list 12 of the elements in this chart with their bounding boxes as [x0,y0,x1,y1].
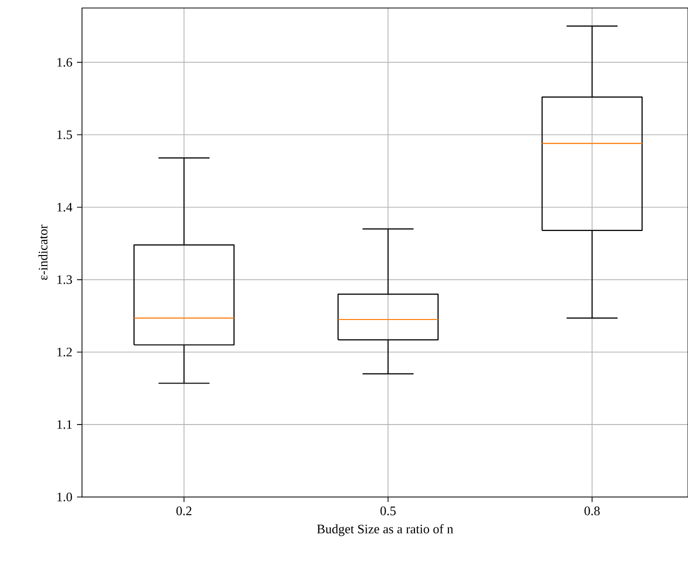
y-tick-label: 1.4 [57,202,72,212]
y-axis-title: ε-indicator [38,224,48,280]
y-tick-label: 1.2 [57,348,72,356]
x-tick-label: 0.2 [176,506,192,516]
y-tick-label: 1.1 [57,420,72,429]
x-tick-label: 0.5 [380,506,396,516]
y-tick-label: 1.3 [57,275,72,284]
y-tick-label: 1.5 [57,130,72,140]
y-tick-label: 1.0 [57,492,72,502]
x-axis-title: Budget Size as a ratio of n [317,524,454,536]
x-tick-label: 0.8 [584,506,600,516]
y-tick-label: 1.6 [57,58,72,67]
